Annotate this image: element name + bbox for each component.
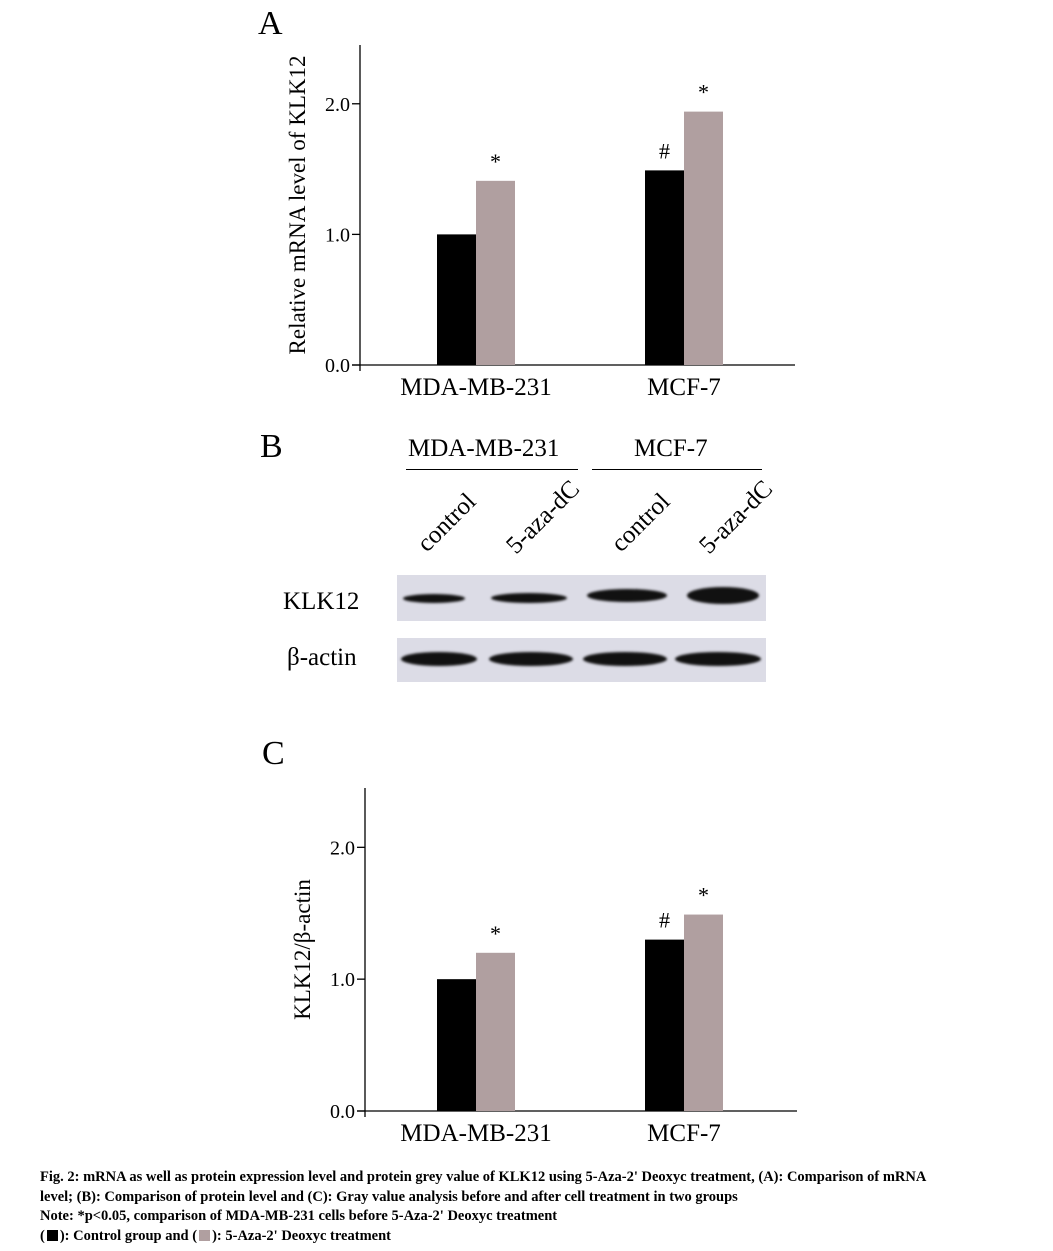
chart-c-protein-grey: 0.0 1.0 2.0 KLK12/β-actin MDA-MB-231 MCF-7 * # * xyxy=(290,788,797,1147)
figure-caption: Fig. 2: mRNA as well as protein expressi… xyxy=(40,1168,1050,1246)
significance-mark: * xyxy=(698,80,709,105)
caption-line-2: level; (B): Comparison of protein level … xyxy=(40,1188,738,1205)
bar xyxy=(476,180,515,365)
band-actin-2 xyxy=(489,652,573,666)
panel-label-c: C xyxy=(262,735,285,772)
band-actin-3 xyxy=(583,652,667,666)
blot-group-label-mcf: MCF-7 xyxy=(634,435,708,462)
blot-lane-label-2: 5-aza-dC xyxy=(501,475,586,560)
panel-label-b: B xyxy=(260,428,283,465)
blot-group-underline-mda xyxy=(406,469,578,470)
x-tick-label: MDA-MB-231 xyxy=(400,374,551,401)
blot-row-label-klk12: KLK12 xyxy=(283,588,360,615)
band-klk12-3 xyxy=(587,589,667,602)
blot-strip-klk12 xyxy=(397,575,766,621)
western-blot: MDA-MB-231 MCF-7 control 5-aza-dC contro… xyxy=(0,420,1053,710)
blot-group-label-mda: MDA-MB-231 xyxy=(408,435,560,462)
bar xyxy=(684,914,723,1111)
bar xyxy=(476,952,515,1111)
bar xyxy=(645,939,684,1111)
significance-mark: * xyxy=(490,921,501,946)
blot-lane-label-1: control xyxy=(412,488,482,558)
caption-legend-control: ): Control group and ( xyxy=(59,1227,198,1244)
band-klk12-4 xyxy=(687,587,759,604)
x-tick-label: MDA-MB-231 xyxy=(400,1120,551,1147)
band-actin-1 xyxy=(401,652,477,666)
significance-mark: # xyxy=(659,138,670,163)
caption-line-4: ( ): Control group and ( ): 5-Aza-2' Deoxy… xyxy=(40,1227,1050,1247)
significance-mark: * xyxy=(490,149,501,174)
y-axis-label: KLK12/β-actin xyxy=(290,879,315,1020)
y-tick-label: 1.0 xyxy=(330,969,355,991)
bar xyxy=(645,170,684,365)
caption-line-1: Fig. 2: mRNA as well as protein expressi… xyxy=(40,1169,927,1185)
blot-row-label-actin: β-actin xyxy=(287,644,357,671)
y-tick-label: 0.0 xyxy=(330,1101,355,1123)
y-tick-label: 1.0 xyxy=(325,224,350,246)
blot-lane-label-4: 5-aza-dC xyxy=(694,475,779,560)
caption-legend-treatment: ): 5-Aza-2' Deoxyc treatment xyxy=(212,1227,391,1244)
blot-lane-label-3: control xyxy=(606,488,676,558)
x-tick-label: MCF-7 xyxy=(647,1120,721,1147)
significance-mark: * xyxy=(698,883,709,908)
x-tick-label: MCF-7 xyxy=(647,374,721,401)
bar xyxy=(437,979,476,1111)
chart-a-mrna: 0.0 1.0 2.0 Relative mRNA level of KLK12 MDA… xyxy=(285,45,795,401)
y-tick-label: 0.0 xyxy=(325,355,350,377)
band-klk12-2 xyxy=(491,593,567,603)
legend-swatch-treatment xyxy=(199,1229,211,1241)
legend-swatch-control xyxy=(46,1229,58,1241)
blot-group-underline-mcf xyxy=(592,469,762,470)
y-tick-label: 2.0 xyxy=(330,837,355,859)
bar xyxy=(437,234,476,365)
y-tick-label: 2.0 xyxy=(325,94,350,116)
caption-legend-open: ( xyxy=(40,1227,45,1244)
y-axis-label: Relative mRNA level of KLK12 xyxy=(285,56,310,355)
band-klk12-1 xyxy=(403,594,465,603)
significance-mark: # xyxy=(659,908,670,933)
panel-label-a: A xyxy=(258,5,283,42)
blot-strip-actin xyxy=(397,638,766,682)
caption-line-3: Note: *p<0.05, comparison of MDA-MB-231 … xyxy=(40,1208,558,1224)
bar xyxy=(684,111,723,365)
band-actin-4 xyxy=(675,652,761,666)
